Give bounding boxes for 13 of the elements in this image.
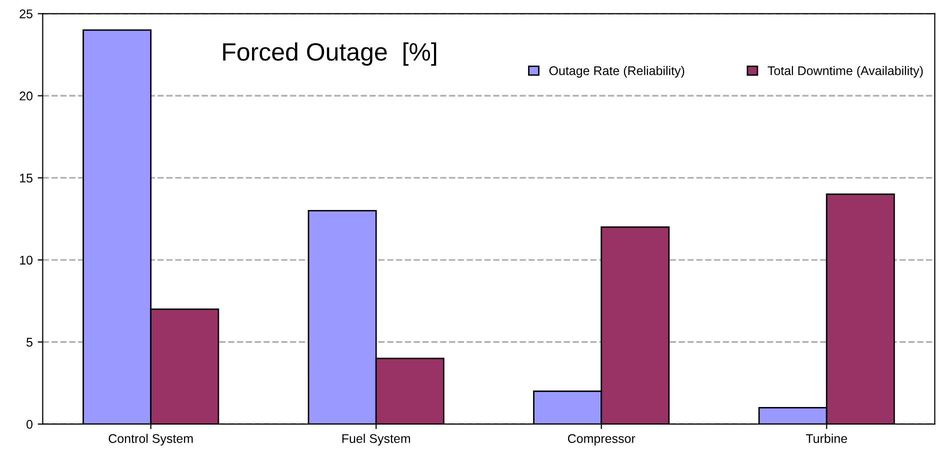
legend-label: Total Downtime (Availability) bbox=[768, 66, 923, 78]
legend-label: Outage Rate (Reliability) bbox=[549, 66, 684, 78]
text: Forced Outage [%] bbox=[223, 42, 436, 66]
y-tick-label: 25 bbox=[20, 9, 32, 18]
y-tick-label: 10 bbox=[20, 256, 32, 265]
x-tick-label: Control System bbox=[108, 434, 193, 446]
y-tick-label: 15 bbox=[20, 174, 32, 182]
x-tick-label: Compressor bbox=[568, 434, 636, 446]
y-tick-label: 5 bbox=[26, 338, 32, 347]
y-tick-label: 0 bbox=[26, 420, 32, 429]
x-tick-label: Fuel System bbox=[342, 434, 410, 446]
y-tick-label: 20 bbox=[20, 92, 32, 100]
x-tick-label: Turbine bbox=[806, 434, 848, 443]
